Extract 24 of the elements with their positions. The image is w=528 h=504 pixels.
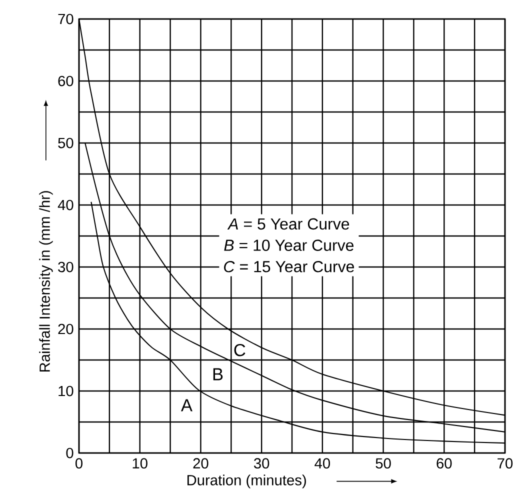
y-tick-label: 50 <box>58 138 74 148</box>
y-axis-title: Rainfall Intensity in (mm /hr) <box>39 191 53 372</box>
x-tick-label: 50 <box>376 458 391 469</box>
annotation: C <box>234 344 246 356</box>
x-tick-label: 40 <box>314 458 330 469</box>
y-tick-label: 30 <box>58 262 74 272</box>
x-tick-label: 70 <box>498 458 513 469</box>
y-tick-label: 40 <box>58 200 74 210</box>
x-tick-label: 30 <box>254 458 270 469</box>
x-tick-label: 10 <box>132 458 148 469</box>
y-tick-label: 70 <box>58 14 74 24</box>
y-tick-label: 20 <box>58 324 74 334</box>
y-tick-label: 60 <box>58 76 74 86</box>
x-tick-label: 60 <box>436 458 452 469</box>
annotation: A = 5 Year Curve <box>227 218 350 230</box>
annotation: B = 10 Year Curve <box>224 240 354 251</box>
x-tick-label: 20 <box>193 458 208 469</box>
x-axis-title: Duration (minutes) <box>187 474 306 488</box>
y-tick-label: 10 <box>58 386 74 396</box>
x-tick-label: 0 <box>75 458 82 469</box>
y-tick-label: 0 <box>66 448 74 458</box>
annotation: B <box>213 368 223 380</box>
annotation: A <box>180 399 192 412</box>
annotation: C = 15 Year Curve <box>224 260 354 272</box>
